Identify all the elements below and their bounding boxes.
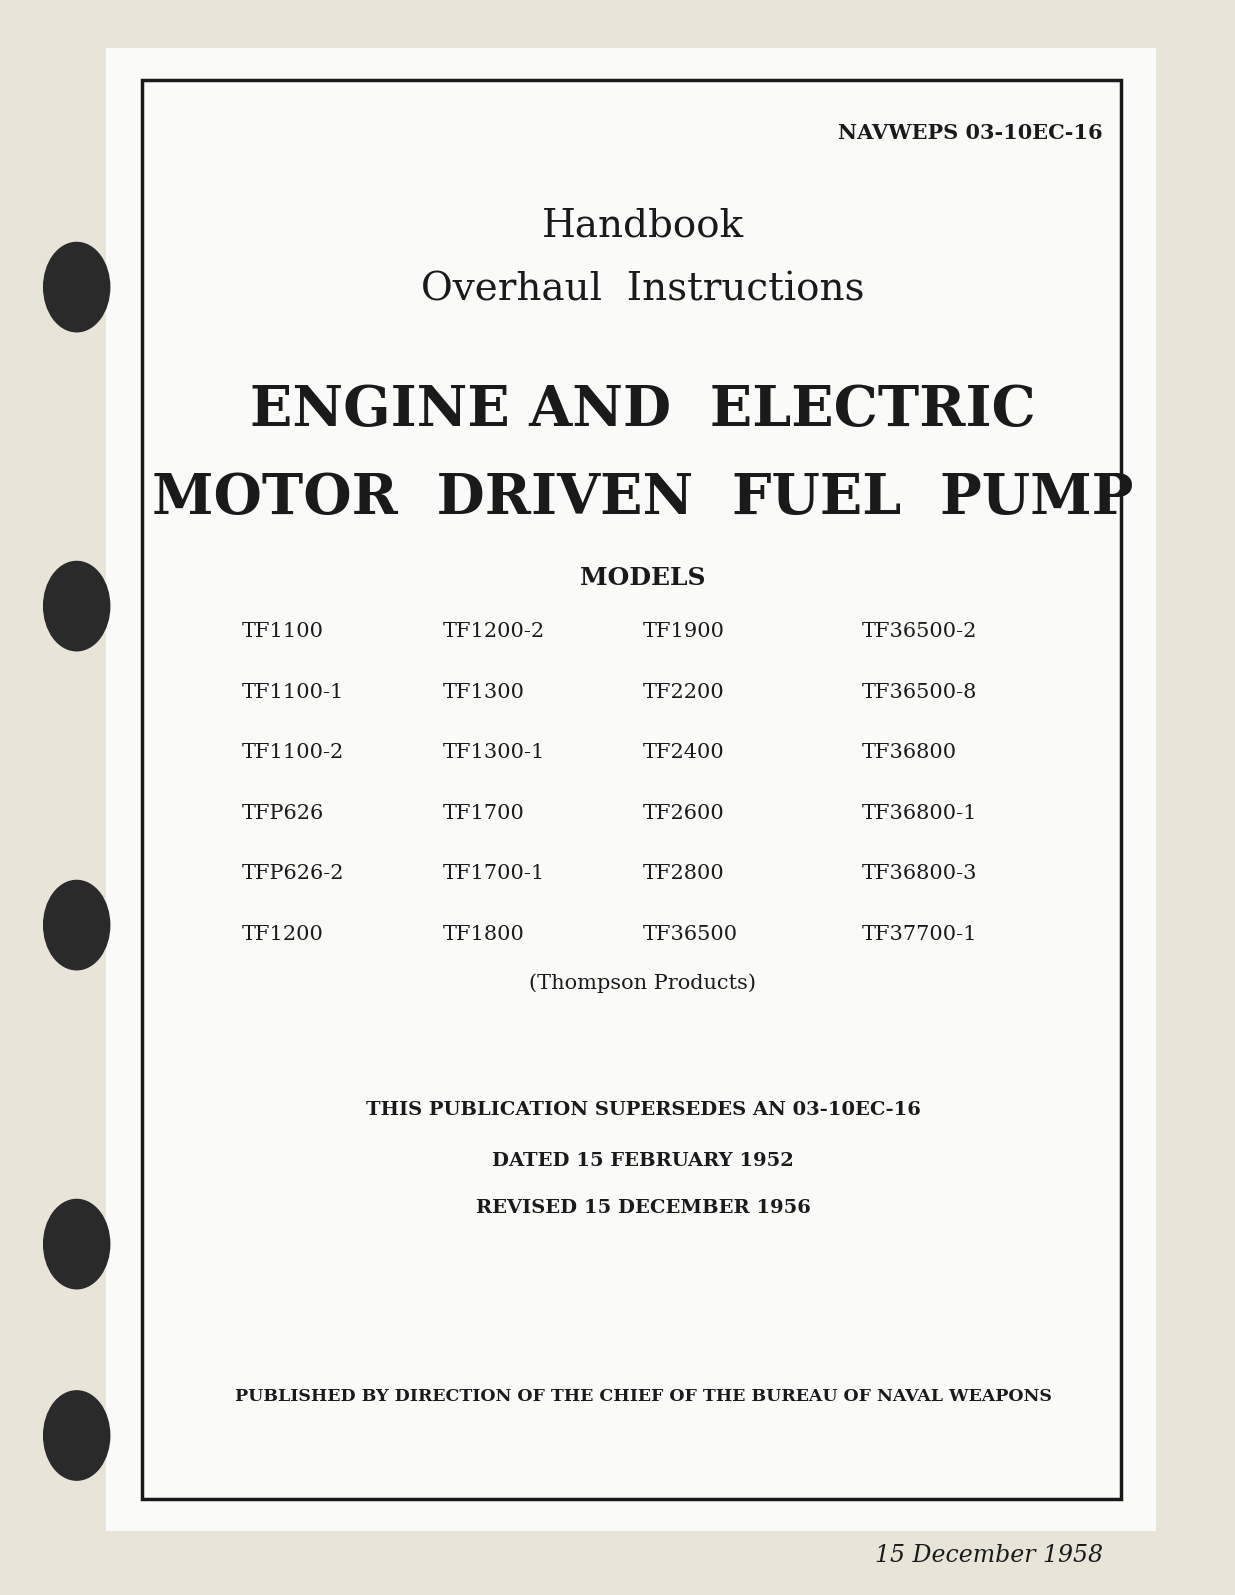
Text: TF36500-8: TF36500-8 <box>861 683 977 702</box>
Text: PUBLISHED BY DIRECTION OF THE CHIEF OF THE BUREAU OF NAVAL WEAPONS: PUBLISHED BY DIRECTION OF THE CHIEF OF T… <box>235 1388 1051 1405</box>
Text: TF36500-2: TF36500-2 <box>861 622 977 641</box>
Text: Handbook: Handbook <box>542 207 743 244</box>
Text: 15 December 1958: 15 December 1958 <box>876 1544 1103 1566</box>
Text: TF1100-1: TF1100-1 <box>242 683 345 702</box>
Text: TF2800: TF2800 <box>643 864 725 884</box>
Text: ENGINE AND  ELECTRIC: ENGINE AND ELECTRIC <box>251 383 1036 437</box>
Text: TFP626-2: TFP626-2 <box>242 864 345 884</box>
Text: REVISED 15 DECEMBER 1956: REVISED 15 DECEMBER 1956 <box>475 1199 810 1217</box>
Circle shape <box>43 880 110 970</box>
Circle shape <box>43 561 110 651</box>
Text: Overhaul  Instructions: Overhaul Instructions <box>421 271 864 308</box>
Text: TF36500: TF36500 <box>643 925 739 944</box>
Text: TF1700: TF1700 <box>442 804 525 823</box>
Circle shape <box>43 242 110 332</box>
Text: (Thompson Products): (Thompson Products) <box>530 973 757 992</box>
Text: TF1700-1: TF1700-1 <box>442 864 545 884</box>
Text: TF2600: TF2600 <box>643 804 725 823</box>
Text: TF36800-1: TF36800-1 <box>861 804 977 823</box>
Text: TF1200: TF1200 <box>242 925 324 944</box>
Text: TFP626: TFP626 <box>242 804 324 823</box>
Text: TF2200: TF2200 <box>643 683 725 702</box>
Circle shape <box>43 1391 110 1480</box>
Text: TF1100-2: TF1100-2 <box>242 743 345 762</box>
Text: MOTOR  DRIVEN  FUEL  PUMP: MOTOR DRIVEN FUEL PUMP <box>152 471 1134 525</box>
Text: TF36800-3: TF36800-3 <box>861 864 977 884</box>
Text: TF2400: TF2400 <box>643 743 725 762</box>
Text: TF1200-2: TF1200-2 <box>442 622 545 641</box>
FancyBboxPatch shape <box>106 48 1156 1531</box>
Text: DATED 15 FEBRUARY 1952: DATED 15 FEBRUARY 1952 <box>492 1152 794 1169</box>
Text: TF36800: TF36800 <box>861 743 956 762</box>
Text: TF1800: TF1800 <box>442 925 525 944</box>
Text: TF1300-1: TF1300-1 <box>442 743 545 762</box>
Text: THIS PUBLICATION SUPERSEDES AN 03-10EC-16: THIS PUBLICATION SUPERSEDES AN 03-10EC-1… <box>366 1101 920 1118</box>
Text: TF1100: TF1100 <box>242 622 324 641</box>
Text: TF1300: TF1300 <box>442 683 525 702</box>
FancyBboxPatch shape <box>142 80 1121 1499</box>
Circle shape <box>43 1199 110 1289</box>
Text: TF1900: TF1900 <box>643 622 725 641</box>
Text: TF37700-1: TF37700-1 <box>861 925 977 944</box>
Text: MODELS: MODELS <box>580 566 705 590</box>
Text: NAVWEPS 03-10EC-16: NAVWEPS 03-10EC-16 <box>839 123 1103 144</box>
